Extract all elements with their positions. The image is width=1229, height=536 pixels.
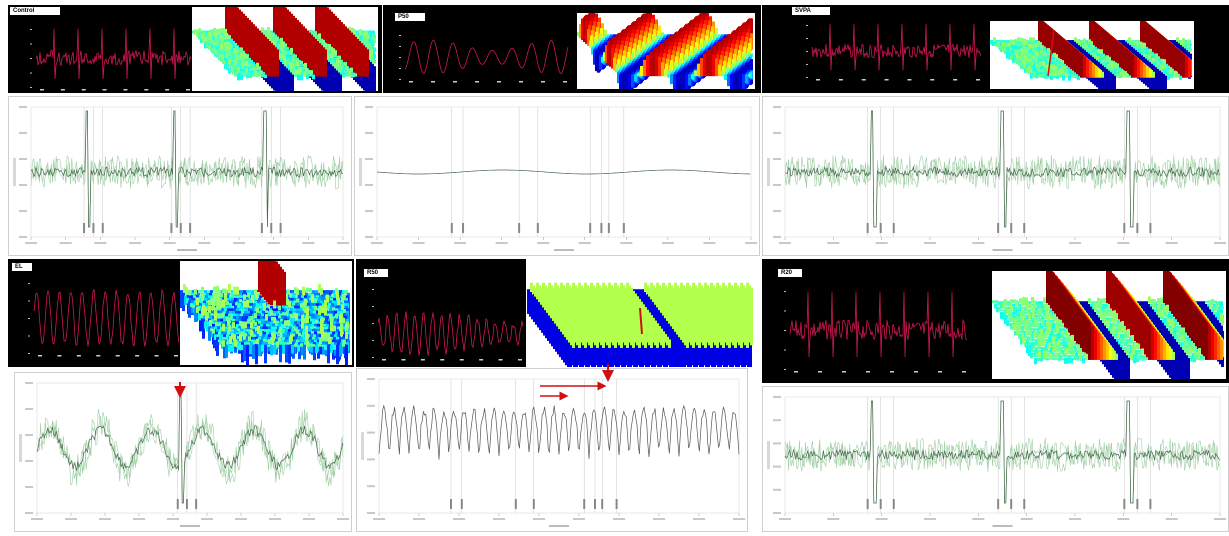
svpa-3d-surface [990,21,1194,89]
control-label: Control [10,7,60,15]
r20-label: R20 [778,269,802,277]
r20-trace [784,291,968,373]
control-zoom-chart [8,96,352,256]
el-label: EL [12,263,32,271]
r20-3d-surface [992,271,1226,379]
p50-panel: P50 [383,5,761,93]
p50-label: P50 [395,13,425,21]
svpa-label: SVPA [792,7,830,15]
p50-trace [399,35,569,83]
svpa-trace [806,24,982,81]
el-3d-surface [180,261,352,365]
svpa-zoom-chart [762,96,1229,256]
control-3d-surface [192,7,378,91]
r50-panel: R50 [356,259,526,367]
r20-panel: R20 [762,259,1229,383]
el-zoom-chart [14,372,352,532]
p50-zoom-chart [354,96,760,256]
r50-3d-surface [527,259,755,367]
el-panel: EL [8,259,354,367]
el-trace [28,283,180,357]
r50-zoom-chart [356,368,748,532]
control-panel: Control [8,5,382,93]
r50-label: R50 [364,269,388,277]
p50-3d-surface [577,13,755,89]
svpa-panel: SVPA [762,5,1229,93]
r20-zoom-chart [762,386,1229,532]
r50-trace [372,289,524,361]
control-trace [30,28,192,91]
